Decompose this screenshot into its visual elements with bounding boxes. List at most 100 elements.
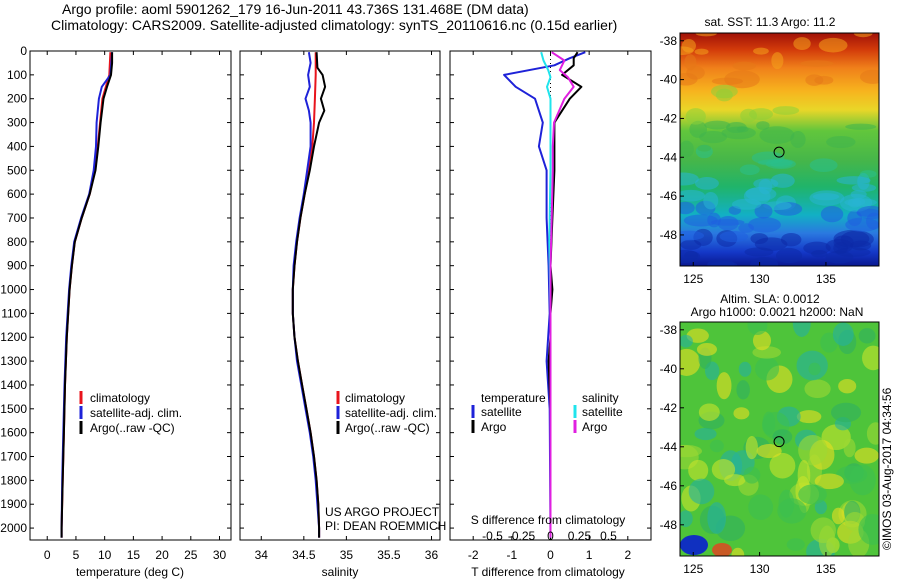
salinity-xlabel: salinity: [322, 565, 359, 579]
sla-patch: [830, 402, 862, 423]
depth-tick-label: 1900: [0, 497, 27, 511]
sst-patch: [695, 33, 717, 37]
sla-patch: [831, 507, 845, 525]
sla-patch: [711, 459, 736, 480]
sst-profile-marker: [773, 146, 785, 158]
credit-line1: US ARGO PROJECT: [325, 505, 440, 519]
sst-patch: [684, 54, 697, 71]
sst-patch: [756, 121, 770, 130]
sla-patch: [747, 322, 768, 336]
sst-patch: [780, 232, 802, 247]
sst-patch: [710, 84, 738, 99]
sla-patch: [797, 459, 811, 491]
xtick-label: 2: [624, 548, 631, 562]
sst-patch: [739, 164, 760, 176]
sla-patch: [798, 435, 828, 466]
sst-patch: [800, 60, 834, 67]
sst-patch: [805, 74, 824, 86]
sst-patch: [680, 140, 694, 158]
sst-patch: [744, 247, 774, 257]
temperature-xlabel: temperature (deg C): [76, 565, 184, 579]
xtick-label: 10: [98, 548, 112, 562]
xtick-label: -1: [507, 548, 518, 562]
sla-texture: [680, 322, 879, 556]
difference-xlabel: T difference from climatology: [471, 565, 625, 579]
depth-tick-label: 1000: [0, 283, 27, 297]
sst-patch: [809, 158, 838, 173]
sla-patch: [752, 330, 772, 351]
sst-patch: [845, 123, 877, 130]
map-ytick-label: -46: [660, 189, 678, 203]
sla-patch: [858, 513, 879, 545]
map-ytick-label: -40: [660, 362, 678, 376]
sst-patch: [685, 108, 706, 125]
credit-line2: PI: DEAN ROEMMICH: [325, 519, 446, 533]
depth-tick-label: 1300: [0, 354, 27, 368]
sst-patch: [684, 250, 699, 261]
sst-patch: [711, 77, 743, 85]
sst-patch: [856, 205, 879, 220]
xtick-label: 0: [547, 548, 554, 562]
sst-patch: [699, 130, 728, 144]
sst-patch: [748, 217, 781, 233]
sst-patch: [753, 47, 769, 55]
depth-tick-label: 1100: [1, 306, 27, 320]
sla-patch: [866, 422, 879, 445]
depth-tick-label: 1500: [0, 402, 27, 416]
map-xtick-label: 125: [683, 272, 703, 286]
legend-sat-label: satellite-adj. clim.: [90, 406, 182, 420]
map-ytick-label: -42: [660, 401, 678, 415]
sla-patch: [808, 362, 821, 376]
sst-map-frame: [679, 32, 880, 267]
sla-patch: [798, 484, 827, 505]
sst-patch: [694, 176, 719, 190]
xtick-label: -2: [468, 548, 479, 562]
legend-sal-sat-label: satellite: [582, 405, 623, 419]
sst-patch: [707, 258, 735, 266]
sst-texture: [680, 33, 879, 266]
sla-patch: [849, 464, 876, 496]
sla-patch: [696, 342, 717, 356]
sla-patch: [738, 361, 752, 377]
temperature-legend: climatology satellite-adj. clim. Argo(..…: [79, 391, 182, 435]
depth-tick-label: 800: [7, 235, 27, 249]
sla-patch: [680, 348, 701, 376]
salinity-diff-tick-labels: -0.5 -0.25 0 0.25 0.5: [482, 529, 617, 543]
difference-xlabel-top: S difference from climatology: [471, 513, 626, 527]
sla-patch: [716, 372, 732, 400]
sla-patch: [680, 444, 702, 458]
legend-temp-sat-label: satellite: [481, 405, 522, 419]
depth-tick-label: 1800: [0, 473, 27, 487]
sst-patch: [707, 212, 721, 228]
xtick-label: 34.5: [292, 548, 316, 562]
sst-patch: [833, 235, 854, 250]
legend-clim-label: climatology: [90, 391, 150, 405]
sla-patch: [680, 535, 708, 555]
depth-tick-label: 1200: [0, 330, 27, 344]
depth-tick-label: 1400: [0, 378, 27, 392]
sla-patch: [707, 502, 727, 535]
sla-patch: [838, 378, 857, 394]
sst-patch: [732, 61, 757, 71]
temperature-plot: 0 5 10 15 20 25 30: [30, 50, 231, 562]
sst-patch: [751, 151, 785, 165]
map-ytick-label: -42: [660, 111, 678, 125]
depth-tick-label: 1700: [0, 450, 27, 464]
sla-patch: [733, 407, 750, 420]
sla-patch: [698, 403, 720, 421]
sst-patch: [736, 126, 749, 133]
sst-patch: [826, 135, 856, 149]
xtick-label: 34: [255, 548, 269, 562]
sst-patch: [743, 187, 771, 205]
sst-map-axes: 125 130 135 -38 -40 -42 -44 -46 -48: [660, 34, 837, 286]
sst-patch: [680, 72, 698, 86]
xtick-label: 1: [586, 548, 593, 562]
sst-patch: [697, 144, 712, 152]
sst-patch: [835, 247, 871, 257]
figure-title-line2: Climatology: CARS2009. Satellite-adjuste…: [51, 17, 618, 33]
sst-patch: [680, 189, 705, 202]
sst-patch: [859, 170, 877, 178]
sst-patch: [844, 198, 877, 207]
sst-patch: [703, 192, 719, 210]
sla-map-title-line2: Argo h1000: 0.0021 h2000: NaN: [691, 305, 864, 319]
